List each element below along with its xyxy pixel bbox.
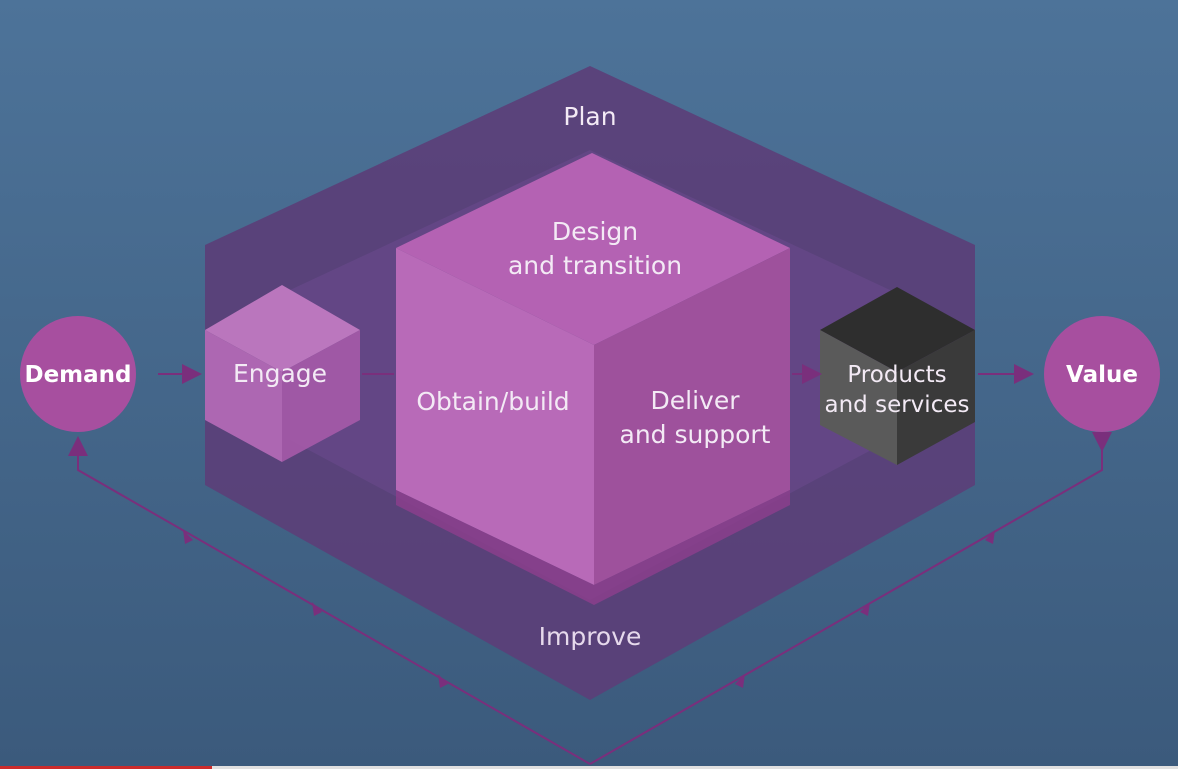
deliver-support-label: Deliver and support [600,384,790,452]
design-transition-label: Design and transition [480,215,710,283]
value-circle [1044,316,1160,432]
design-line-1: Design [551,217,639,246]
products-services-label: Products and services [812,360,982,420]
improve-label: Improve [538,622,642,651]
deliver-line-1: Deliver [650,386,740,415]
cube-front-face [396,248,594,585]
video-progress-bar[interactable] [0,766,1178,769]
feedback-loop-left [68,436,591,765]
deliver-line-2: and support [619,420,771,449]
engage-label: Engage [232,359,328,388]
value-label: Value [1066,362,1138,388]
demand-label: Demand [24,362,132,388]
demand-circle [20,316,136,432]
central-cube [396,153,790,605]
plan-label: Plan [563,102,617,131]
obtain-build-label: Obtain/build [416,387,570,416]
products-line-2: and services [824,392,970,418]
engage-cube [205,285,360,462]
cube-top-face [396,153,790,345]
products-line-1: Products [847,362,947,388]
design-line-2: and transition [507,251,683,280]
products-cube [820,287,975,465]
cube-right-face [594,248,790,585]
video-progress-fill [0,766,213,769]
loop-direction-markers [183,530,995,688]
